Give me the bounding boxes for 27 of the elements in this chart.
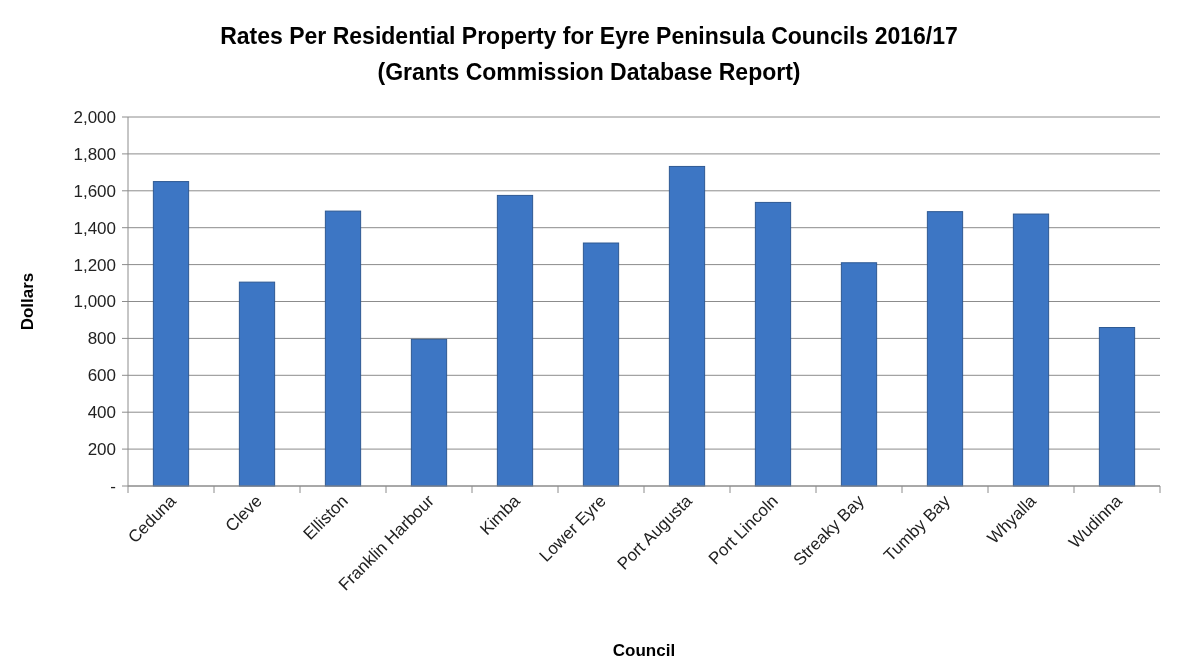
y-tick-label: 1,600	[73, 181, 116, 201]
bar	[410, 338, 448, 487]
y-tick-label: 200	[87, 440, 116, 460]
y-tick-label: -	[110, 476, 116, 496]
bar	[1012, 213, 1050, 487]
y-tick-label: 2,000	[73, 107, 116, 127]
bar	[926, 211, 964, 487]
y-axis-title: Dollars	[18, 272, 37, 331]
chart-title: Rates Per Residential Property for Eyre Peninsula Councils 2016/17	[220, 23, 958, 49]
y-tick-label: 400	[87, 403, 116, 423]
y-tick-label: 1,000	[73, 292, 116, 312]
y-tick-label: 800	[87, 329, 116, 349]
bar	[152, 181, 190, 487]
bar	[754, 201, 792, 487]
bar	[238, 281, 276, 487]
y-tick-label: 1,200	[73, 255, 116, 275]
y-tick-label: 600	[87, 366, 116, 386]
y-tick-label: 1,800	[73, 144, 116, 164]
x-axis-title: Council	[612, 641, 676, 660]
bar	[496, 194, 534, 487]
bar	[1098, 327, 1136, 487]
bar	[668, 165, 706, 487]
bar	[582, 242, 620, 487]
chart-subtitle: (Grants Commission Database Report)	[377, 59, 801, 85]
bar	[324, 210, 362, 487]
y-tick-label: 1,400	[73, 218, 116, 238]
bar	[840, 262, 878, 487]
